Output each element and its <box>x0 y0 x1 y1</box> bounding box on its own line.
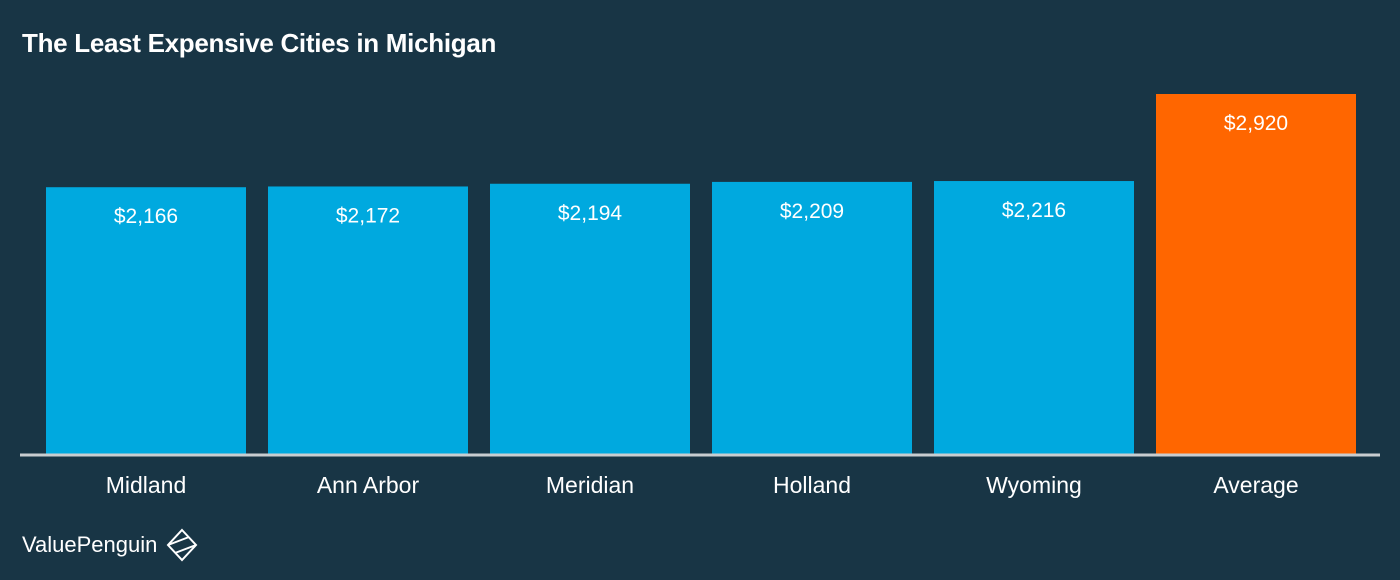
value-label-midland: $2,166 <box>114 205 178 228</box>
value-label-meridian: $2,194 <box>558 202 623 225</box>
value-label-wyoming: $2,216 <box>1002 199 1066 222</box>
bar-meridian <box>490 183 690 455</box>
category-labels-group: Midland Ann Arbor Meridian Holland Wyoming Av… <box>106 472 1299 498</box>
brand-logo: ValuePenguin <box>22 528 199 562</box>
category-label-average: Average <box>1213 472 1298 498</box>
value-label-average: $2,920 <box>1224 112 1288 135</box>
bar-chart: $2,166 $2,172 $2,194 $2,209 $2,216 $2,920 Mid… <box>20 94 1380 498</box>
bars-group <box>46 94 1356 456</box>
bar-wyoming <box>934 181 1134 455</box>
category-label-holland: Holland <box>773 472 851 498</box>
value-label-ann-arbor: $2,172 <box>336 204 400 227</box>
value-label-holland: $2,209 <box>780 200 844 223</box>
category-label-ann-arbor: Ann Arbor <box>317 472 420 498</box>
bar-holland <box>712 181 912 455</box>
brand-name: ValuePenguin <box>22 532 158 557</box>
bar-average <box>1156 94 1356 455</box>
category-label-meridian: Meridian <box>546 472 634 498</box>
chart-title: The Least Expensive Cities in Michigan <box>22 28 497 58</box>
value-labels-group: $2,166 $2,172 $2,194 $2,209 $2,216 $2,920 <box>114 112 1288 228</box>
category-label-wyoming: Wyoming <box>986 472 1082 498</box>
bar-ann-arbor <box>268 186 468 455</box>
category-label-midland: Midland <box>106 472 187 498</box>
valuepenguin-logo-icon <box>167 528 198 562</box>
bar-midland <box>46 187 246 456</box>
